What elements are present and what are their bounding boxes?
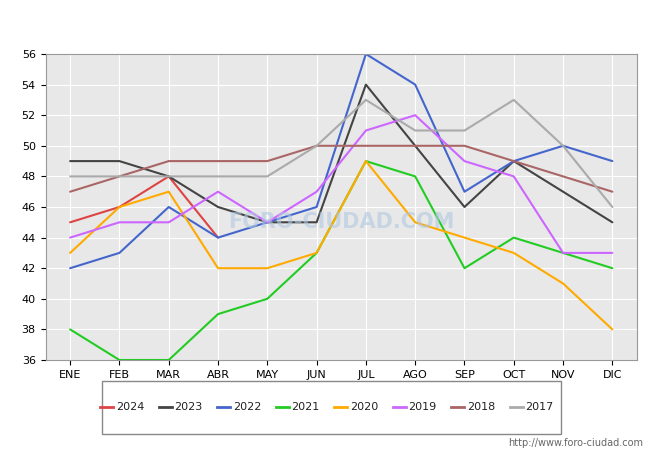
Text: 2019: 2019 (408, 402, 436, 412)
Text: 2017: 2017 (525, 402, 553, 412)
Text: http://www.foro-ciudad.com: http://www.foro-ciudad.com (508, 438, 644, 448)
Text: 2023: 2023 (174, 402, 202, 412)
Text: 2020: 2020 (350, 402, 378, 412)
Text: 2018: 2018 (467, 402, 495, 412)
Text: Afiliados en Navalosa a 30/4/2024: Afiliados en Navalosa a 30/4/2024 (183, 11, 467, 29)
Text: FORO-CIUDAD.COM: FORO-CIUDAD.COM (228, 212, 454, 232)
Text: 2022: 2022 (233, 402, 261, 412)
Text: 2021: 2021 (291, 402, 319, 412)
Text: 2024: 2024 (116, 402, 144, 412)
